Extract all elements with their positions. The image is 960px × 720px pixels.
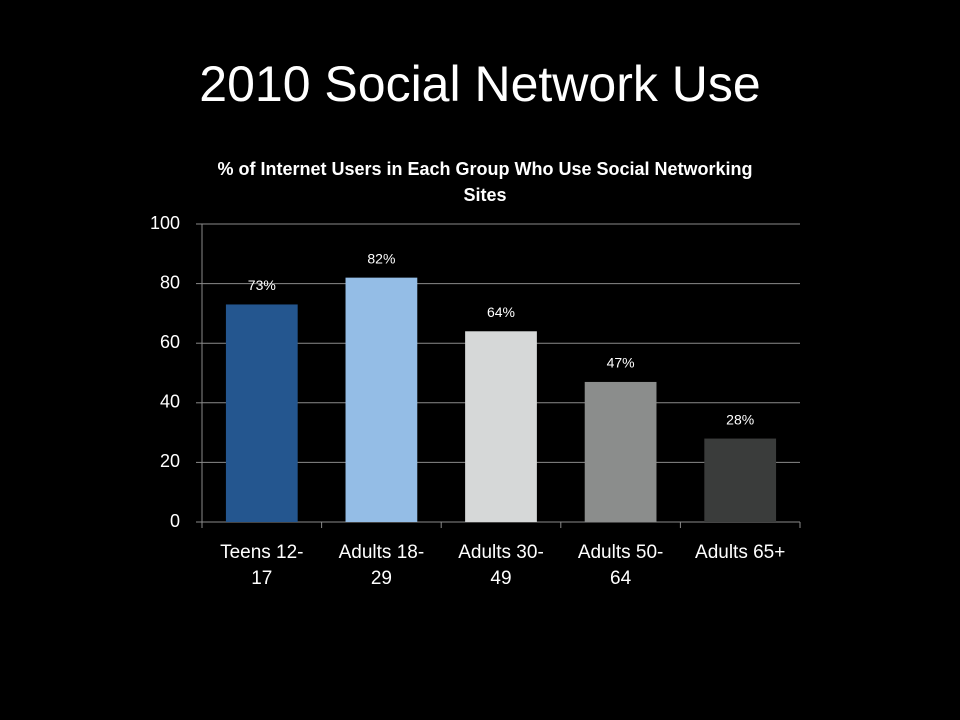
data-label: 47% xyxy=(607,355,635,371)
bar xyxy=(584,381,657,522)
data-label: 64% xyxy=(487,304,515,320)
data-label: 73% xyxy=(248,277,276,293)
bar xyxy=(225,304,298,522)
x-tick-label: Adults 50-64 xyxy=(577,542,664,589)
x-tick-label: Adults 30-49 xyxy=(458,542,544,589)
slide-title: 2010 Social Network Use xyxy=(199,56,761,112)
y-tick-label: 100 xyxy=(150,213,180,233)
x-tick-label: Adults 18-29 xyxy=(338,542,425,589)
y-tick-label: 20 xyxy=(160,451,180,471)
y-tick-label: 60 xyxy=(160,332,180,352)
y-tick-label: 80 xyxy=(160,272,180,292)
chart-title: % of Internet Users in Each Group Who Us… xyxy=(217,159,753,205)
y-tick-label: 0 xyxy=(170,511,180,531)
data-label: 82% xyxy=(367,250,395,266)
x-tick-label: Teens 12-17 xyxy=(220,542,304,589)
data-label: 28% xyxy=(726,411,754,427)
y-tick-label: 40 xyxy=(160,392,180,412)
bar xyxy=(465,331,537,522)
x-tick-label: Adults 65+ xyxy=(695,542,786,563)
bar xyxy=(704,438,777,522)
bar xyxy=(345,277,418,522)
